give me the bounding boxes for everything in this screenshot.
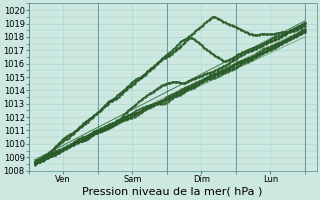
X-axis label: Pression niveau de la mer( hPa ): Pression niveau de la mer( hPa ) (83, 187, 263, 197)
